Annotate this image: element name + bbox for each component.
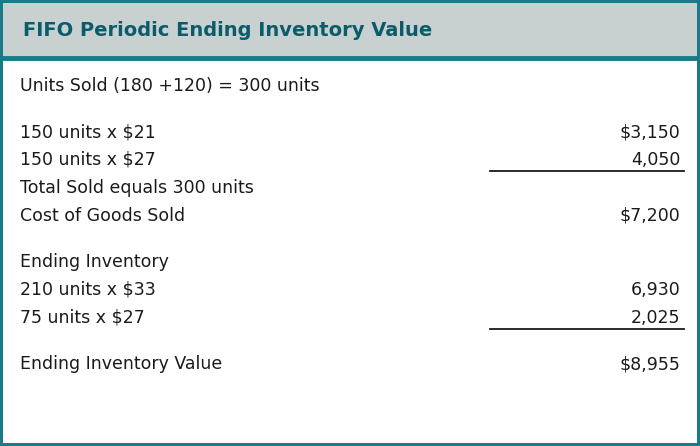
Text: Ending Inventory Value: Ending Inventory Value bbox=[20, 355, 222, 373]
Text: Cost of Goods Sold: Cost of Goods Sold bbox=[20, 207, 185, 225]
Text: FIFO Periodic Ending Inventory Value: FIFO Periodic Ending Inventory Value bbox=[23, 21, 433, 40]
Text: 150 units x $21: 150 units x $21 bbox=[20, 123, 155, 141]
Text: 210 units x $33: 210 units x $33 bbox=[20, 281, 155, 299]
Text: 75 units x $27: 75 units x $27 bbox=[20, 309, 144, 327]
Text: $8,955: $8,955 bbox=[620, 355, 680, 373]
Text: 2,025: 2,025 bbox=[631, 309, 680, 327]
Text: Units Sold (180 +120) = 300 units: Units Sold (180 +120) = 300 units bbox=[20, 77, 319, 95]
Text: 6,930: 6,930 bbox=[631, 281, 680, 299]
Text: Total Sold equals 300 units: Total Sold equals 300 units bbox=[20, 179, 253, 197]
Text: $7,200: $7,200 bbox=[620, 207, 680, 225]
Text: Ending Inventory: Ending Inventory bbox=[20, 253, 169, 271]
Text: 4,050: 4,050 bbox=[631, 151, 680, 169]
Text: $3,150: $3,150 bbox=[620, 123, 680, 141]
Text: 150 units x $27: 150 units x $27 bbox=[20, 151, 155, 169]
